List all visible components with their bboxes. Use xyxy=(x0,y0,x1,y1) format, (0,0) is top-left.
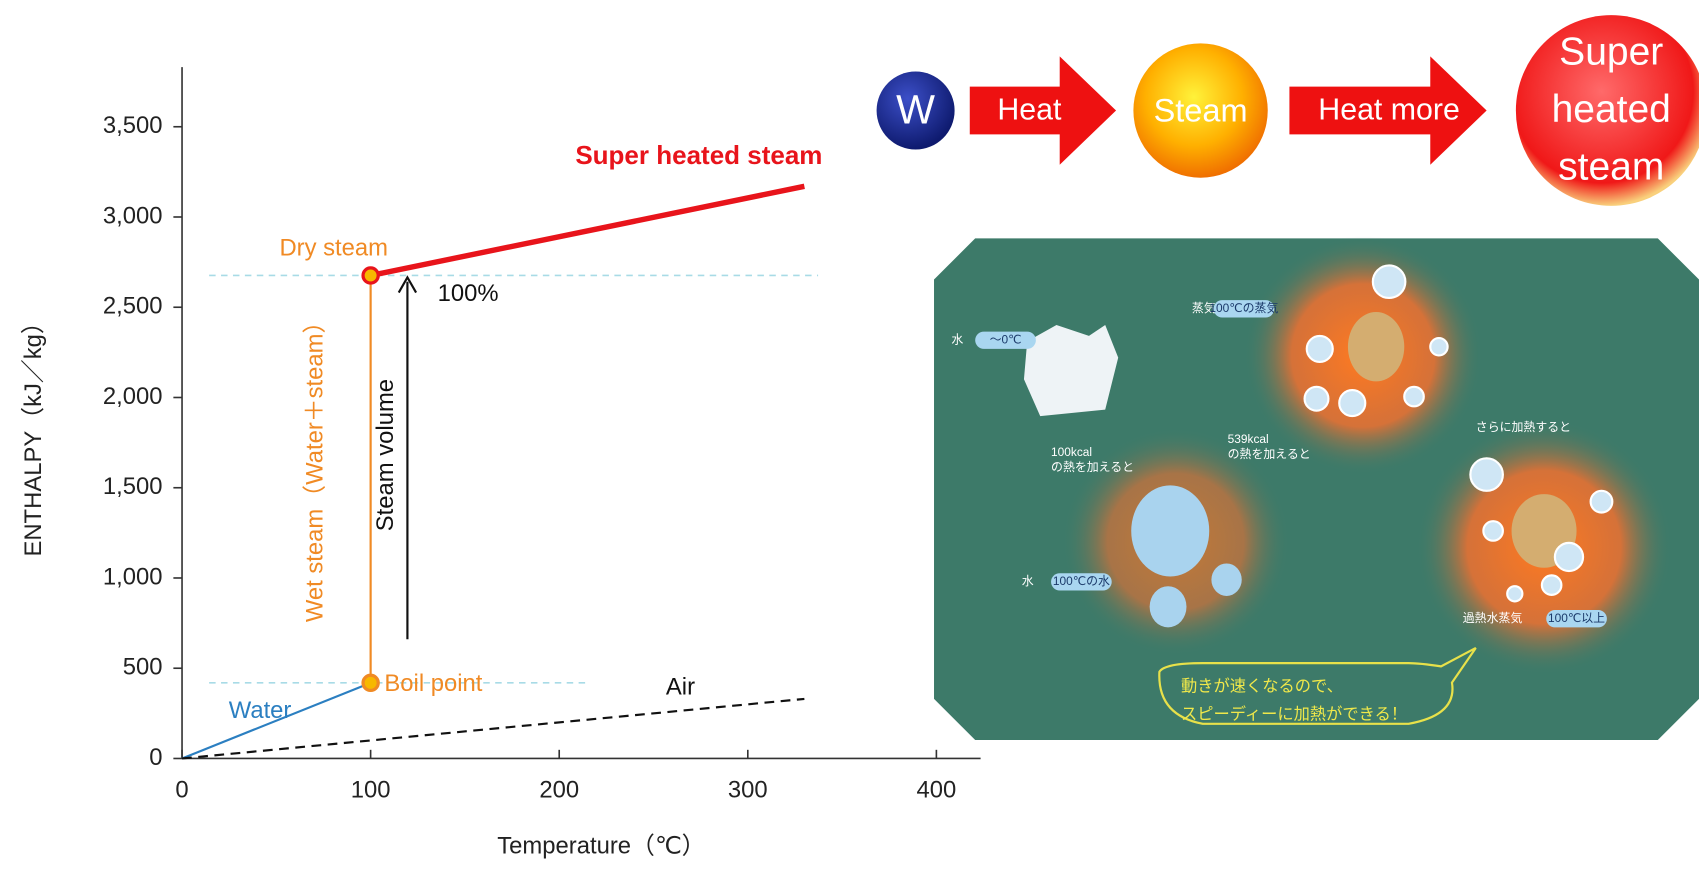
illustration-text: の熱を加えると xyxy=(1051,460,1134,474)
x-tick-label: 300 xyxy=(728,776,768,803)
x-axis-title: Temperature（℃） xyxy=(497,833,705,860)
illustration-text: 蒸気 xyxy=(1192,301,1216,315)
illustration-text: スピーディーに加熱ができる！ xyxy=(1181,704,1407,723)
label-pill xyxy=(1213,300,1275,318)
y-tick-label: 3,500 xyxy=(103,112,163,139)
label-pill xyxy=(975,331,1036,349)
y-tick-label: 2,500 xyxy=(103,293,163,320)
illustration-text: 水 xyxy=(951,332,963,346)
label-pill xyxy=(1546,610,1607,628)
volume-arrowhead xyxy=(397,275,418,294)
flow-state: heated xyxy=(1552,88,1671,131)
flow-diagram: W Heat Steam Heat more Super heated stea… xyxy=(876,15,1699,206)
y-tick-label: 0 xyxy=(149,744,162,771)
series-label: Wet steam（Water＋steam） xyxy=(302,310,329,622)
annotation: Steam volume xyxy=(372,379,399,531)
flow-state: Steam xyxy=(1154,92,1248,128)
flow-state: steam xyxy=(1558,145,1664,188)
water-circle xyxy=(876,71,955,150)
x-tick-label: 400 xyxy=(917,776,957,803)
superheated-circle xyxy=(1515,15,1699,206)
illustration-text: 水 xyxy=(1022,574,1034,588)
x-tick-label: 100 xyxy=(351,776,391,803)
series-label: Air xyxy=(666,673,695,700)
speech-bubble xyxy=(1158,647,1477,725)
label-pill xyxy=(1051,573,1112,591)
arrow xyxy=(969,56,1117,165)
point-marker xyxy=(361,673,380,693)
y-tick-label: 2,000 xyxy=(103,383,163,410)
series-label: Super heated steam xyxy=(575,140,822,170)
series-line xyxy=(370,183,805,279)
x-tick-label: 200 xyxy=(539,776,579,803)
flow-state: Super xyxy=(1559,30,1663,73)
illustration-text: 過熱水蒸気 xyxy=(1463,611,1523,625)
x-tick-label: 0 xyxy=(175,776,188,803)
series-line xyxy=(181,697,805,760)
drop xyxy=(1131,485,1210,577)
illustration-text: の熱を加えると xyxy=(1228,447,1311,461)
point-marker xyxy=(361,266,380,285)
flow-step: Heat xyxy=(997,94,1062,127)
molecules xyxy=(1303,264,1614,603)
series-line xyxy=(181,681,372,760)
drop xyxy=(1211,563,1242,596)
y-axis-title: ENTHALPY（kJ／kg） xyxy=(20,310,47,556)
illustration-text: 100℃の水 xyxy=(1053,574,1110,588)
drop xyxy=(1149,586,1187,628)
annotation: Dry steam xyxy=(279,235,388,262)
y-tick-label: 1,500 xyxy=(103,473,163,500)
annotation: 100% xyxy=(438,280,499,307)
arrow xyxy=(1289,56,1487,165)
y-tick-label: 3,000 xyxy=(103,202,163,229)
illustration-text: さらに加熱すると xyxy=(1476,420,1571,434)
y-tick-label: 500 xyxy=(123,654,163,681)
y-tick-label: 1,000 xyxy=(103,563,163,590)
illustration-text: 100℃以上 xyxy=(1548,611,1605,625)
ice xyxy=(1023,325,1119,417)
illustration: 水〜0℃蒸気100℃の蒸気100kcalの熱を加えると539kcalの熱を加える… xyxy=(934,236,1699,741)
annotation: Boil point xyxy=(384,670,482,697)
flow-start: W xyxy=(896,87,935,133)
steam-circle xyxy=(1133,43,1268,178)
illustration-text: 100℃の蒸気 xyxy=(1209,301,1278,315)
flow-step: Heat more xyxy=(1318,94,1460,127)
illustration-text: 〜0℃ xyxy=(990,332,1022,346)
chart: 0 500 1,000 1,500 2,000 2,500 3,000 3,500 0 100 20… xyxy=(20,67,981,860)
series-label: Water xyxy=(229,697,292,724)
potato xyxy=(1347,312,1405,382)
illustration-text: 539kcal xyxy=(1228,432,1269,446)
illustration-text: 100kcal xyxy=(1051,445,1092,459)
illustration-text: 動きが速くなるので、 xyxy=(1181,677,1343,695)
